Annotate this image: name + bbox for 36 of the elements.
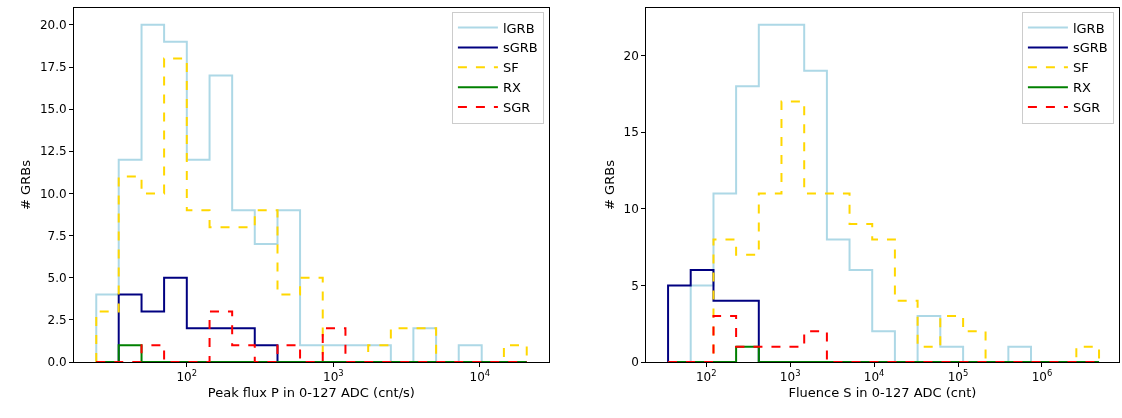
x-tick-label: 10$^{2}$ [695, 368, 717, 385]
x-tick-label: 10$^{4}$ [469, 368, 491, 385]
x-tick-label: 10$^{2}$ [176, 368, 198, 385]
y-tick-label: 15 [623, 125, 639, 140]
x-tick-label: 10$^{5}$ [947, 368, 969, 385]
y-tick-label: 12.5 [39, 144, 67, 159]
x-axis-title: Fluence S in 0-127 ADC (cnt) [788, 385, 977, 400]
x-tick-label: 10$^{6}$ [1031, 368, 1053, 385]
y-tick-label: 2.5 [47, 313, 67, 328]
y-tick-label: 17.5 [39, 60, 67, 75]
y-tick-label: 20.0 [39, 18, 67, 33]
legend-label: sGRB [1072, 40, 1108, 56]
y-tick-label: 5 [631, 278, 639, 293]
y-axis-title: # GRBs [17, 159, 33, 210]
y-axis-title: # GRBs [601, 159, 617, 210]
y-tick-label: 7.5 [47, 228, 67, 243]
legend-label: lGRB [1072, 20, 1105, 36]
legend-label: RX [502, 80, 521, 96]
y-tick-label: 0.0 [47, 355, 67, 370]
legend-label: lGRB [502, 20, 535, 36]
x-tick-label: 10$^{4}$ [863, 368, 885, 385]
legend-label: SGR [502, 100, 531, 116]
x-tick-label: 10$^{3}$ [779, 368, 801, 385]
legend-label: SF [502, 60, 519, 76]
y-tick-label: 15.0 [39, 102, 67, 117]
x-axis-title: Peak flux P in 0-127 ADC (cnt/s) [207, 385, 415, 400]
y-tick-label: 10.0 [39, 186, 67, 201]
y-tick-label: 10 [623, 201, 639, 216]
x-tick-label: 10$^{3}$ [323, 368, 344, 385]
legend-label: SGR [1072, 100, 1101, 116]
legend-label: RX [1072, 80, 1091, 96]
y-tick-label: 5.0 [47, 270, 67, 285]
y-tick-label: 0 [631, 355, 639, 370]
y-tick-label: 20 [623, 48, 639, 63]
legend-label: sGRB [502, 40, 538, 56]
legend-label: SF [1072, 60, 1089, 76]
